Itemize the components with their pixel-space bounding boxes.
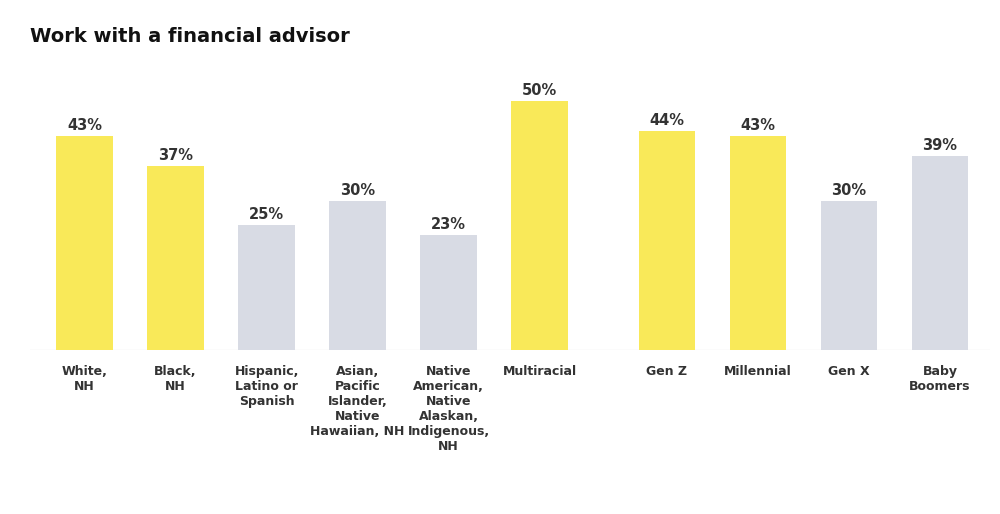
- Bar: [730, 136, 786, 350]
- Text: Work with a financial advisor: Work with a financial advisor: [30, 27, 350, 46]
- Text: 43%: 43%: [67, 118, 102, 133]
- Text: 39%: 39%: [922, 138, 957, 153]
- Bar: [147, 166, 204, 350]
- Text: 50%: 50%: [522, 83, 557, 98]
- Text: 43%: 43%: [740, 118, 775, 133]
- Text: 23%: 23%: [431, 217, 466, 232]
- Bar: [329, 200, 386, 350]
- Text: 30%: 30%: [340, 182, 375, 198]
- Text: 37%: 37%: [158, 148, 193, 163]
- Text: 25%: 25%: [249, 208, 284, 223]
- Bar: [639, 131, 695, 350]
- Bar: [912, 156, 968, 350]
- Bar: [511, 101, 568, 350]
- Bar: [56, 136, 113, 350]
- Bar: [821, 200, 877, 350]
- Bar: [420, 235, 477, 350]
- Text: 44%: 44%: [649, 113, 684, 128]
- Bar: [238, 226, 295, 350]
- Text: 30%: 30%: [831, 182, 867, 198]
